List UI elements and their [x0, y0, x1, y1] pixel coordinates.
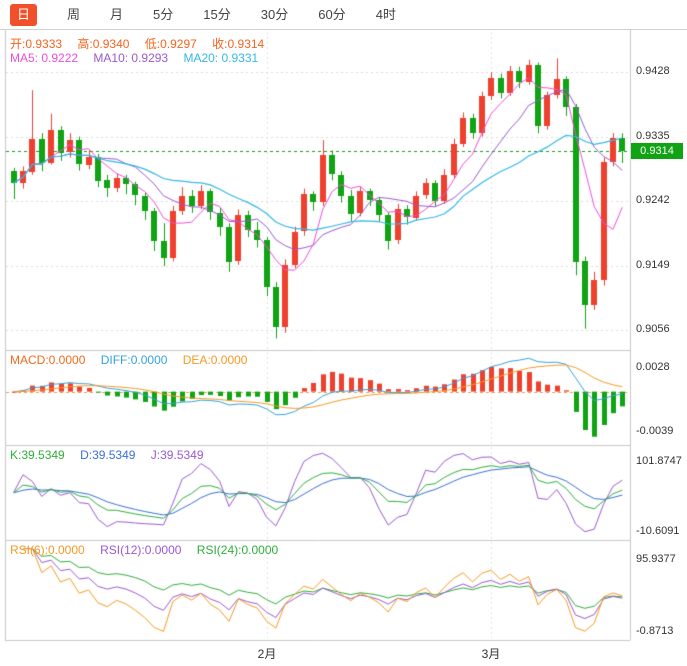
d-value: D:39.5349 — [80, 448, 136, 462]
kdj-axis-label-min: -10.6091 — [636, 525, 680, 537]
x-axis-label-feb: 2月 — [257, 647, 277, 661]
tab-week[interactable]: 周 — [67, 6, 81, 22]
tab-month[interactable]: 月 — [110, 6, 124, 22]
ma10-value: MA10: 0.9293 — [93, 51, 169, 65]
ma5-value: MA5: 0.9222 — [10, 51, 79, 65]
kdj-axis-label-max: 101.8747 — [636, 455, 682, 467]
ohlc-legend: 开:0.9333 高:0.9340 低:0.9297 收:0.9314 — [10, 35, 276, 52]
j-value: J:39.5349 — [150, 448, 204, 462]
rsi-legend: RSI(6):0.0000 RSI(12):0.0000 RSI(24):0.0… — [10, 543, 290, 557]
rsi-axis-label-min: -0.8713 — [636, 625, 674, 637]
diff-value: DIFF:0.0000 — [100, 353, 168, 367]
y-axis-label: 0.9056 — [636, 323, 670, 335]
rsi6-value: RSI(6):0.0000 — [10, 543, 85, 557]
y-axis-label: 0.9335 — [636, 130, 670, 142]
tab-30min[interactable]: 30分 — [260, 6, 289, 22]
tab-60min[interactable]: 60分 — [318, 6, 346, 22]
macd-axis-label-max: 0.0028 — [636, 361, 670, 373]
tab-4hour[interactable]: 4时 — [375, 6, 396, 22]
x-axis-label-mar: 3月 — [481, 647, 501, 661]
macd-axis-label-min: -0.0039 — [636, 425, 674, 437]
period-toolbar: 日 周 月 5分 15分 30分 60分 4时 — [0, 0, 687, 30]
open-value: 开:0.9333 — [10, 37, 63, 51]
y-axis-label: 0.9149 — [636, 259, 670, 271]
macd-value: MACD:0.0000 — [10, 353, 86, 367]
dea-value: DEA:0.0000 — [182, 353, 248, 367]
low-value: 低:0.9297 — [144, 37, 197, 51]
rsi12-value: RSI(12):0.0000 — [100, 543, 182, 557]
macd-legend: MACD:0.0000 DIFF:0.0000 DEA:0.0000 — [10, 353, 259, 367]
ma20-value: MA20: 0.9331 — [183, 51, 259, 65]
kdj-legend: K:39.5349 D:39.5349 J:39.5349 — [10, 448, 216, 462]
high-value: 高:0.9340 — [77, 37, 130, 51]
rsi-axis-label-max: 95.9377 — [636, 553, 676, 565]
y-axis-label: 0.9242 — [636, 194, 670, 206]
close-value: 收:0.9314 — [212, 37, 265, 51]
tab-day[interactable]: 日 — [10, 3, 38, 26]
tab-5min[interactable]: 5分 — [153, 6, 174, 22]
k-value: K:39.5349 — [10, 448, 65, 462]
ma-legend: MA5: 0.9222 MA10: 0.9293 MA20: 0.9331 — [10, 51, 270, 65]
rsi24-value: RSI(24):0.0000 — [196, 543, 279, 557]
tab-15min[interactable]: 15分 — [203, 6, 231, 22]
y-axis-label: 0.9428 — [636, 65, 670, 77]
current-price-badge: 0.9314 — [631, 143, 683, 159]
